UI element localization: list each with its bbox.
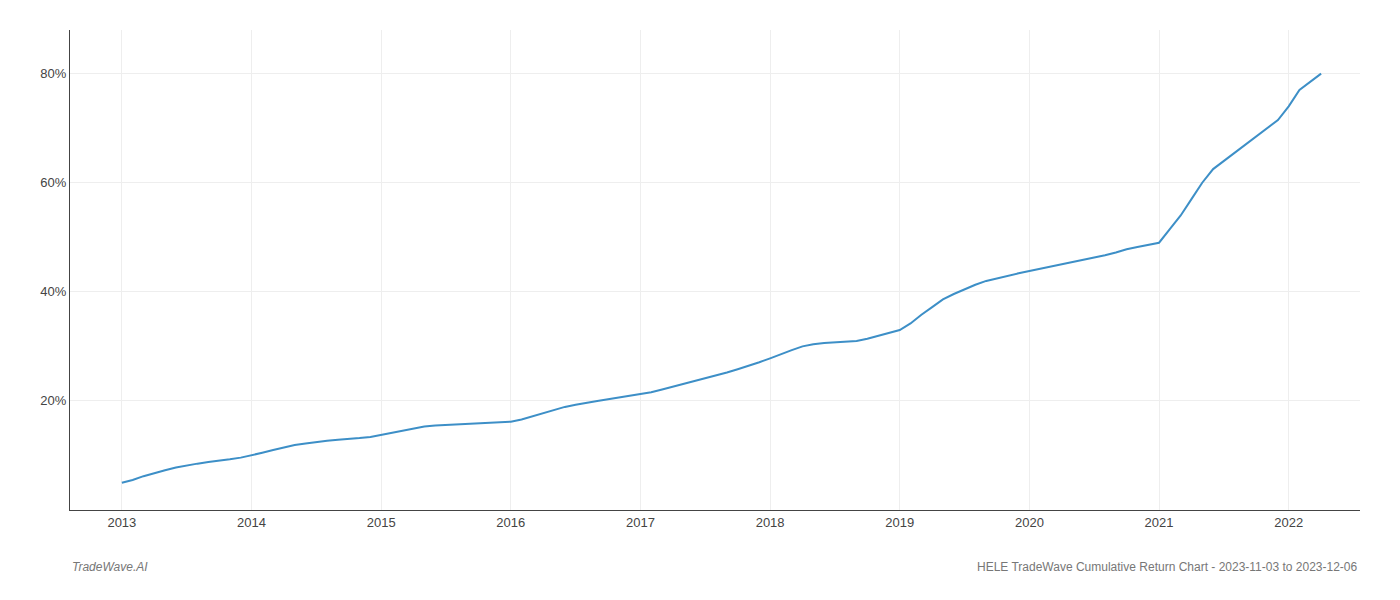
svg-text:80%: 80% bbox=[40, 66, 66, 81]
svg-text:2021: 2021 bbox=[1145, 515, 1174, 530]
svg-text:2020: 2020 bbox=[1015, 515, 1044, 530]
svg-text:2013: 2013 bbox=[107, 515, 136, 530]
svg-text:60%: 60% bbox=[40, 175, 66, 190]
svg-text:2019: 2019 bbox=[885, 515, 914, 530]
svg-text:2022: 2022 bbox=[1274, 515, 1303, 530]
svg-text:2018: 2018 bbox=[756, 515, 785, 530]
svg-text:2016: 2016 bbox=[496, 515, 525, 530]
svg-text:2015: 2015 bbox=[367, 515, 396, 530]
svg-text:40%: 40% bbox=[40, 284, 66, 299]
svg-text:HELE TradeWave Cumulative Retu: HELE TradeWave Cumulative Return Chart -… bbox=[977, 560, 1358, 574]
svg-text:2014: 2014 bbox=[237, 515, 266, 530]
svg-text:TradeWave.AI: TradeWave.AI bbox=[72, 560, 148, 574]
svg-text:2017: 2017 bbox=[626, 515, 655, 530]
svg-text:20%: 20% bbox=[40, 393, 66, 408]
